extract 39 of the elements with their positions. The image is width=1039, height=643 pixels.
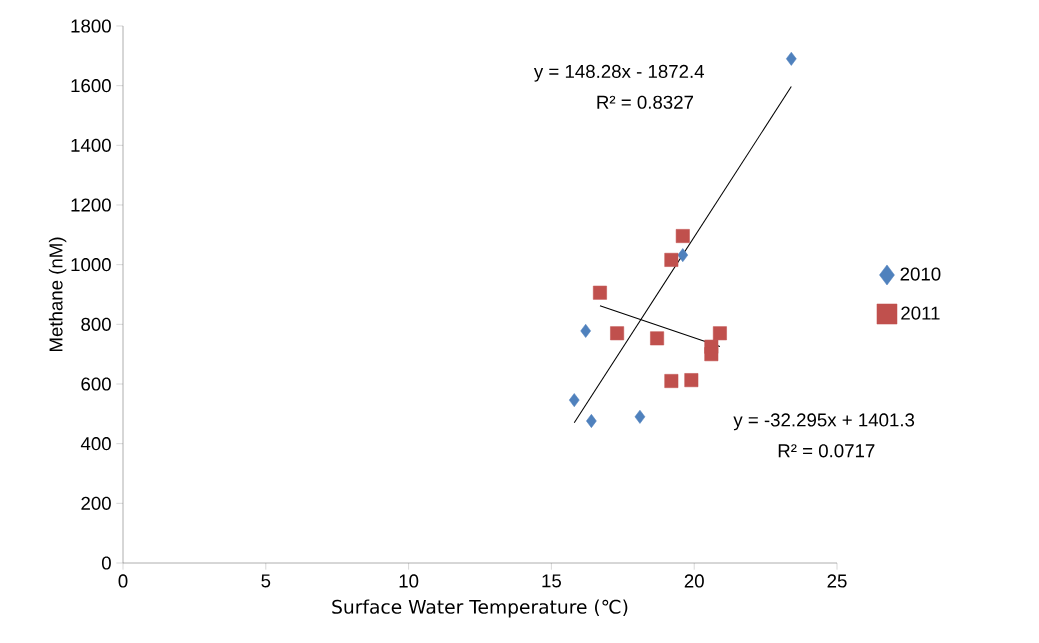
- point: [677, 248, 689, 263]
- point: [786, 51, 797, 66]
- y-tick-label: 1000: [71, 258, 111, 272]
- y-tick-label: 1800: [71, 19, 111, 33]
- annotation: R² = 0.0717: [778, 444, 875, 458]
- y-tick-label: 200: [81, 496, 111, 510]
- y-tick-label: 800: [81, 317, 111, 331]
- annotation: y = -32.295x + 1401.3: [733, 413, 915, 431]
- legend-label: 2011: [901, 306, 940, 320]
- y-axis-title: Methane (nM): [48, 237, 67, 352]
- point: [580, 323, 591, 338]
- y-tick-label: 1600: [71, 79, 111, 93]
- point: [664, 252, 679, 267]
- y-tick-label: 400: [80, 437, 111, 451]
- point: [712, 326, 727, 341]
- legend-label: 2010: [900, 267, 941, 281]
- y-tick-label: 1200: [71, 198, 111, 212]
- annotation: y = 148.28x - 1872.4: [533, 64, 705, 82]
- x-tick-label: 25: [827, 574, 847, 588]
- point: [593, 285, 607, 300]
- point: [664, 374, 679, 388]
- point: [568, 393, 580, 408]
- point: [684, 373, 699, 388]
- x-axis-title: Surface Water Temperature (℃): [332, 599, 628, 618]
- point: [675, 229, 690, 243]
- point: [704, 347, 719, 362]
- y-tick-label: 1400: [71, 138, 111, 152]
- point: [634, 409, 646, 424]
- point: [650, 331, 665, 346]
- point: [586, 414, 597, 428]
- y-tick-label: 0: [101, 556, 111, 570]
- x-tick-label: 10: [399, 574, 419, 588]
- annotation: R² = 0.8327: [597, 95, 694, 109]
- x-tick-label: 5: [261, 574, 271, 588]
- x-tick-label: 15: [542, 574, 561, 588]
- y-tick-label: 600: [81, 377, 111, 391]
- x-tick-label: 20: [684, 574, 704, 588]
- x-tick-label: 0: [118, 574, 128, 588]
- point: [610, 326, 625, 341]
